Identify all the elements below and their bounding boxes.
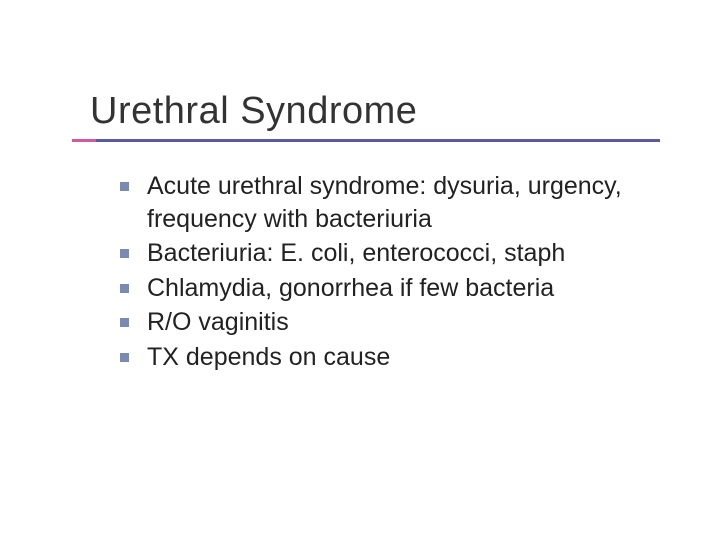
list-item-text: Acute urethral syndrome: dysuria, urgenc…	[147, 170, 660, 235]
slide: Urethral Syndrome Acute urethral syndrom…	[0, 0, 720, 540]
underline-line	[96, 139, 660, 142]
square-bullet-icon	[120, 284, 129, 293]
list-item-text: Bacteriuria: E. coli, enterococci, staph	[147, 237, 565, 270]
body-content: Acute urethral syndrome: dysuria, urgenc…	[120, 170, 660, 375]
square-bullet-icon	[120, 318, 129, 327]
title-underline	[90, 139, 660, 142]
list-item: Bacteriuria: E. coli, enterococci, staph	[120, 237, 660, 270]
square-bullet-icon	[120, 353, 129, 362]
list-item: TX depends on cause	[120, 341, 660, 374]
list-item: Chlamydia, gonorrhea if few bacteria	[120, 272, 660, 305]
list-item: Acute urethral syndrome: dysuria, urgenc…	[120, 170, 660, 235]
square-bullet-icon	[120, 249, 129, 258]
square-bullet-icon	[120, 182, 129, 191]
list-item-text: Chlamydia, gonorrhea if few bacteria	[147, 272, 554, 305]
list-item-text: R/O vaginitis	[147, 306, 289, 339]
list-item: R/O vaginitis	[120, 306, 660, 339]
list-item-text: TX depends on cause	[147, 341, 390, 374]
underline-accent	[72, 139, 96, 142]
slide-title: Urethral Syndrome	[90, 90, 680, 133]
title-block: Urethral Syndrome	[90, 90, 680, 142]
